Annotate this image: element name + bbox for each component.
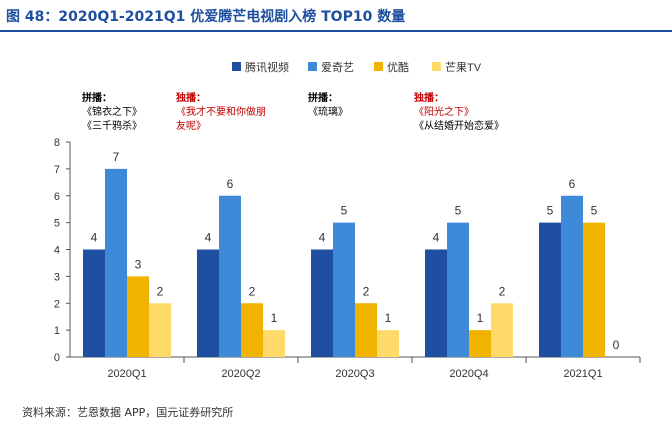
x-tick-label: 2020Q2	[221, 368, 260, 380]
data-label: 2	[249, 284, 256, 298]
bar-优酷-2020Q4	[469, 330, 491, 357]
annotation-2020q4: 拼播： 《琉璃》	[308, 92, 348, 120]
annotation-head: 独播：	[414, 93, 444, 104]
data-label: 6	[569, 177, 576, 191]
y-tick-label: 7	[54, 164, 60, 176]
annotation-2020q1: 拼播： 《锦衣之下》 《三千鸦杀》	[82, 92, 142, 134]
annotation-line: 《从结婚开始恋爱》	[414, 121, 504, 132]
annotation-line: 《锦衣之下》	[82, 107, 142, 118]
legend: 腾讯视频 爱奇艺 优酷 芒果TV	[232, 60, 482, 74]
source-note: 资料来源：艺恩数据 APP，国元证券研究所	[22, 406, 234, 419]
y-tick-label: 8	[54, 137, 60, 149]
data-label: 5	[341, 204, 348, 218]
bars: 4 7 3 2 4 6 2 1 4 5 2 1 4 5 1 2 5 6 5 0	[83, 150, 620, 357]
legend-swatch	[374, 62, 383, 71]
legend-label: 优酷	[387, 61, 409, 74]
legend-label: 腾讯视频	[245, 60, 289, 74]
data-label: 3	[135, 257, 142, 271]
data-label: 5	[591, 204, 598, 218]
x-tick-label: 2021Q1	[563, 368, 602, 380]
bar-爱奇艺-2020Q4	[447, 222, 469, 357]
bar-芒果TV-2020Q3	[377, 330, 399, 357]
x-tick-label: 2020Q1	[107, 368, 146, 380]
annotation-head: 拼播：	[82, 93, 112, 104]
bar-优酷-2020Q1	[127, 276, 149, 357]
data-label: 5	[547, 204, 554, 218]
data-label: 2	[157, 284, 164, 298]
data-label: 1	[385, 311, 392, 325]
legend-label: 芒果TV	[445, 61, 482, 74]
annotation-2020q2: 独播： 《我才不要和你做朋 友呢》	[176, 92, 266, 134]
bar-芒果TV-2020Q1	[149, 303, 171, 357]
annotation-line: 《我才不要和你做朋	[176, 107, 266, 118]
legend-swatch	[432, 62, 441, 71]
data-label: 2	[363, 284, 370, 298]
y-tick-label: 1	[54, 325, 60, 337]
annotation-head: 独播：	[176, 93, 206, 104]
annotation-line: 《琉璃》	[308, 107, 348, 118]
data-label: 1	[477, 311, 484, 325]
data-label: 1	[271, 311, 278, 325]
bar-优酷-2020Q2	[241, 303, 263, 357]
bar-爱奇艺-2020Q2	[219, 195, 241, 357]
legend-label: 爱奇艺	[321, 61, 354, 74]
data-label: 6	[227, 177, 234, 191]
bar-优酷-2021Q1	[583, 222, 605, 357]
bar-腾讯视频-2020Q4	[425, 249, 447, 357]
bar-爱奇艺-2021Q1	[561, 195, 583, 357]
legend-swatch	[308, 62, 317, 71]
bar-腾讯视频-2020Q2	[197, 249, 219, 357]
annotation-line: 《阳光之下》	[414, 107, 474, 118]
data-label: 4	[433, 231, 440, 245]
y-tick-label: 4	[54, 245, 60, 257]
data-label: 7	[113, 150, 120, 164]
y-tick-label: 0	[54, 352, 60, 364]
y-tick-label: 6	[54, 191, 60, 203]
data-label: 4	[205, 231, 212, 245]
chart-title: 图 48：2020Q1-2021Q1 优爱腾芒电视剧入榜 TOP10 数量	[6, 9, 406, 25]
annotation-line: 《三千鸦杀》	[82, 121, 142, 132]
bar-优酷-2020Q3	[355, 303, 377, 357]
bar-芒果TV-2020Q4	[491, 303, 513, 357]
y-tick-label: 5	[54, 218, 60, 230]
bar-腾讯视频-2020Q1	[83, 249, 105, 357]
bar-芒果TV-2020Q2	[263, 330, 285, 357]
annotation-2021q1: 独播： 《阳光之下》《从结婚开始恋爱》	[414, 92, 504, 134]
legend-swatch	[232, 62, 241, 71]
bar-爱奇艺-2020Q3	[333, 222, 355, 357]
annotation-line: 友呢》	[176, 121, 206, 132]
y-tick-label: 2	[54, 298, 60, 310]
title-rule	[0, 30, 672, 32]
bar-腾讯视频-2021Q1	[539, 222, 561, 357]
data-label: 2	[499, 284, 506, 298]
x-tick-label: 2020Q4	[449, 368, 488, 380]
x-tick-label: 2020Q3	[335, 368, 374, 380]
annotation-head: 拼播：	[308, 93, 338, 104]
data-label: 5	[455, 204, 462, 218]
data-label: 4	[91, 231, 98, 245]
bar-腾讯视频-2020Q3	[311, 249, 333, 357]
y-tick-label: 3	[54, 271, 60, 283]
bar-chart: 腾讯视频 爱奇艺 优酷 芒果TV 0 1 2 3 4 5 6 7 8 2020Q1 2020Q2 2020Q…	[54, 60, 641, 380]
bar-爱奇艺-2020Q1	[105, 168, 127, 357]
data-label: 4	[319, 231, 326, 245]
data-label: 0	[613, 338, 620, 352]
